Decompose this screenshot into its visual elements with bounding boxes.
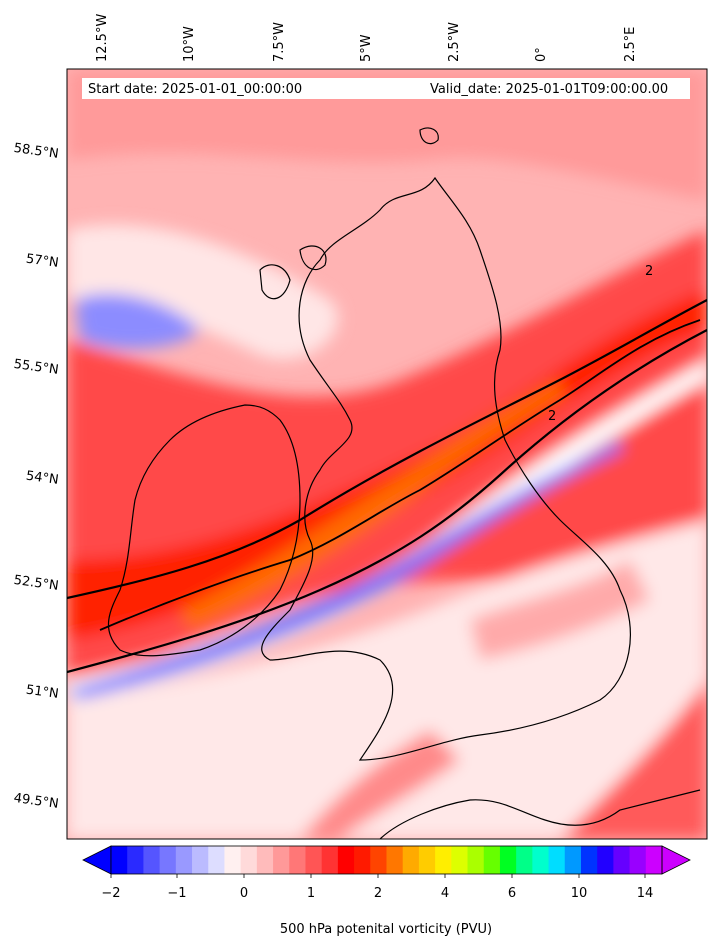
ireland-coast bbox=[107, 404, 301, 657]
colorbar-tick: 10 bbox=[571, 886, 588, 901]
lon-label: 12.5°W bbox=[95, 14, 110, 62]
colorbar-swatch bbox=[175, 846, 193, 874]
colorbar-swatch bbox=[532, 846, 550, 874]
coastlines bbox=[107, 127, 701, 839]
colorbar-swatch bbox=[451, 846, 469, 874]
france-coast bbox=[379, 789, 701, 839]
colorbar-swatch bbox=[289, 846, 306, 874]
colorbar-swatch bbox=[159, 846, 177, 874]
lon-label: 2.5°E bbox=[623, 27, 638, 62]
lon-label: 10°W bbox=[182, 26, 197, 62]
colorbar-tick: 0 bbox=[240, 886, 248, 901]
lat-label: 51°N bbox=[25, 683, 60, 702]
colorbar-swatch bbox=[580, 846, 598, 874]
lon-label: 0° bbox=[534, 47, 549, 62]
colorbar-swatch bbox=[192, 846, 209, 874]
lon-label: 2.5°W bbox=[447, 22, 462, 62]
colorbar-extend-high bbox=[661, 845, 691, 875]
lon-label: 5°W bbox=[359, 34, 374, 62]
colorbar-tick: 14 bbox=[637, 886, 654, 901]
pv-field bbox=[67, 69, 707, 839]
lat-label: 55.5°N bbox=[13, 357, 60, 378]
colorbar-tick: −1 bbox=[167, 886, 186, 901]
colorbar-swatch bbox=[370, 846, 387, 874]
map-panel: 2 2 bbox=[67, 69, 707, 839]
colorbar-swatch bbox=[127, 846, 144, 874]
hebrides-coast bbox=[259, 245, 327, 300]
lat-label: 57°N bbox=[25, 252, 60, 271]
colorbar-swatch bbox=[273, 846, 290, 874]
colorbar-frame bbox=[110, 845, 663, 875]
orkney-coast bbox=[419, 127, 439, 145]
pv-contour-inner bbox=[99, 319, 701, 631]
colorbar-swatch bbox=[548, 846, 566, 874]
colorbar-swatch bbox=[208, 846, 225, 874]
colorbar-tick: −2 bbox=[101, 886, 120, 901]
colorbar-ticks: −2 −1 0 1 2 4 6 10 14 bbox=[101, 886, 653, 901]
colorbar-swatch bbox=[483, 846, 501, 874]
info-box bbox=[82, 78, 690, 99]
valid-date: Valid_date: 2025-01-01T09:00:00.00 bbox=[430, 82, 668, 97]
colorbar-swatch bbox=[143, 846, 161, 874]
colorbar-swatch bbox=[337, 846, 355, 874]
colorbar-extend-low bbox=[82, 845, 112, 875]
lat-label: 54°N bbox=[25, 469, 60, 488]
start-date: Start date: 2025-01-01_00:00:00 bbox=[88, 82, 302, 97]
lat-label: 58.5°N bbox=[13, 141, 60, 162]
colorbar-tick: 1 bbox=[307, 886, 315, 901]
colorbar-tick: 4 bbox=[441, 886, 449, 901]
colorbar-swatch bbox=[435, 846, 452, 874]
colorbar-swatch bbox=[597, 846, 614, 874]
colorbar-swatch bbox=[516, 846, 533, 874]
colorbar-title: 500 hPa potenital vorticity (PVU) bbox=[280, 922, 492, 937]
lat-labels: 58.5°N 57°N 55.5°N 54°N 52.5°N 51°N 49.5… bbox=[13, 141, 60, 812]
pv-contour-lower bbox=[67, 329, 707, 674]
contour-label: 2 bbox=[645, 264, 653, 279]
pv-contours bbox=[67, 299, 707, 674]
colorbar-swatch bbox=[613, 846, 631, 874]
colorbar-swatch bbox=[467, 846, 485, 874]
colorbar-swatch bbox=[418, 846, 436, 874]
lon-labels: 12.5°W 10°W 7.5°W 5°W 2.5°W 0° 2.5°E bbox=[95, 14, 638, 62]
colorbar-tick: 6 bbox=[508, 886, 516, 901]
colorbar-tick: 2 bbox=[374, 886, 382, 901]
great-britain-coast bbox=[261, 176, 631, 761]
colorbar-swatch bbox=[111, 846, 128, 874]
colorbar-swatch bbox=[499, 846, 517, 874]
colorbar-swatch bbox=[402, 846, 420, 874]
colorbar-swatch bbox=[386, 846, 404, 874]
colorbar-swatch bbox=[629, 846, 647, 874]
pv-contour-upper bbox=[67, 299, 707, 600]
colorbar-swatch bbox=[645, 846, 663, 874]
map-frame bbox=[66, 68, 708, 840]
contour-label: 2 bbox=[548, 409, 556, 424]
colorbar-swatch bbox=[240, 846, 258, 874]
colorbar-swatch bbox=[224, 846, 242, 874]
colorbar-swatch bbox=[321, 846, 339, 874]
lat-label: 52.5°N bbox=[13, 573, 60, 594]
colorbar-swatch bbox=[564, 846, 582, 874]
colorbar-swatch bbox=[305, 846, 323, 874]
colorbar-swatch bbox=[354, 846, 371, 874]
colorbar bbox=[82, 845, 691, 878]
lat-label: 49.5°N bbox=[13, 791, 60, 812]
colorbar-swatch bbox=[256, 846, 274, 874]
lon-label: 7.5°W bbox=[272, 22, 287, 62]
